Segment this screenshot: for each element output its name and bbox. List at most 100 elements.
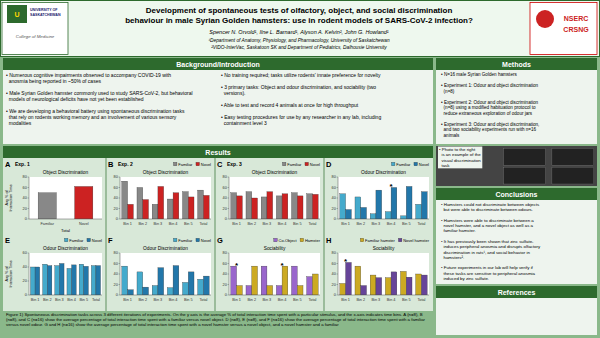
text-line: visual discrimination [439,158,481,163]
legend-swatch [173,162,177,166]
text-line: • Male Syrian Golden hamster commonly us… [6,90,193,96]
bar [340,283,346,295]
authors: Spencer N. Orvold¹, Ilne L. Barnard¹, Al… [209,29,389,35]
bar [385,212,391,219]
bar [67,268,72,295]
plot-area [120,253,211,295]
bar [128,290,134,295]
tick-mark [28,198,30,199]
text-line: (n=8) [441,89,455,94]
bar [291,266,297,295]
text-line: • We are developing a behavioral battery… [6,108,185,114]
tick-label: 60 [223,186,227,190]
tick-label: 80 [332,251,336,255]
tick-label: 60 [114,262,118,266]
text-line: is an example of the [439,152,481,157]
text-line: these tasks are sensitive to peripheral … [441,271,536,276]
bar [416,204,422,219]
text-line: • Experiment 1: Odour and object discrim… [441,83,539,88]
text-line [441,94,442,99]
text-line: • Hamsters were able to discriminate bet… [441,218,534,223]
tick-label: Bin 1 [123,222,132,226]
bar [252,266,258,295]
tick-label: 60 [23,186,27,190]
plot-area [229,177,320,219]
text-line: • 3 primary tasks: Object and odour disc… [221,84,376,90]
bar [43,264,48,295]
bar [400,271,406,295]
text-line [6,84,7,90]
bar [291,193,297,219]
tick-label: Bin 3 [372,222,381,226]
axis-line [338,219,429,220]
tick-label: 20 [114,207,118,211]
tick-mark [28,177,30,178]
tick-label: Bin 3 [55,298,64,302]
bar [152,204,158,219]
tick-mark [28,267,30,268]
tick-label: Bin 4 [278,298,287,302]
tick-mark [28,208,30,209]
bar [267,286,273,295]
tick-label: Bin 1 [31,298,40,302]
annotation: * [281,261,285,270]
plot-area [229,253,320,295]
legend-label: Familiar [178,162,193,167]
text-line: task [439,163,450,168]
text-line: • Future experiments in our lab will hel… [441,265,534,270]
tick-mark [119,208,121,209]
tick-label: Bin 4 [387,222,396,226]
poster-title: behaviour in male Syrian Golden hamsters… [125,16,473,25]
legend-swatch [391,162,395,166]
tick-label: 80 [114,175,118,179]
chart: 020406080Bin 1Bin 2Bin 3Bin 4Bin 5TotalD… [326,160,429,227]
bar [276,196,282,219]
axis-line [338,295,429,296]
logo-text: UNIVERSITY OF [30,8,58,12]
tick-label: Total [417,298,425,302]
chart: 0204060Bin 1Bin 2Bin 3Bin 4Bin 5TotalAvg… [5,236,102,303]
axis-line [29,295,102,296]
tick-label: Bin 2 [138,222,147,226]
photo-placeholder [504,148,546,165]
tick-mark [228,274,230,275]
logo-text: CRSNG [563,26,589,33]
legend-swatch [274,238,278,242]
bar [370,214,376,219]
axis-label: Total [61,228,70,233]
tick-mark [228,253,230,254]
tick-label: Bin 3 [154,222,163,226]
section-text: • Numerous cognitive impairments observe… [6,72,193,127]
logo-text: U [14,11,19,18]
chart-title: Object Discrimination [143,170,189,175]
text-line: • Hamsters could not discriminate betwee… [441,202,540,207]
section-panel [436,298,597,335]
text-line: containment level 3 [221,120,267,126]
tick-label: 80 [114,251,118,255]
tick-mark [337,284,339,285]
bar [75,186,93,219]
logo-shield [7,5,27,23]
section-header [436,188,597,200]
tick-label: 0 [225,217,227,221]
tick-mark [337,274,339,275]
text-line [221,96,222,102]
text-line: • Able to test and record 4 animals at o… [221,102,359,108]
tick-label: Bin 5 [402,298,411,302]
tick-label: Bin 4 [169,298,178,302]
tick-mark [119,253,121,254]
tick-mark [228,187,230,188]
bars [122,181,209,219]
bar [203,276,209,295]
bar [96,266,101,295]
tick-label: Bin 1 [232,222,241,226]
bar [173,266,179,295]
bar [182,282,188,295]
legend-label: Novel [419,162,429,167]
tick-label: 20 [223,207,227,211]
bar [340,194,346,219]
tick-label: Total [92,298,100,302]
text-line [221,108,222,114]
tick-label: 0 [334,293,336,297]
bar [297,196,303,219]
